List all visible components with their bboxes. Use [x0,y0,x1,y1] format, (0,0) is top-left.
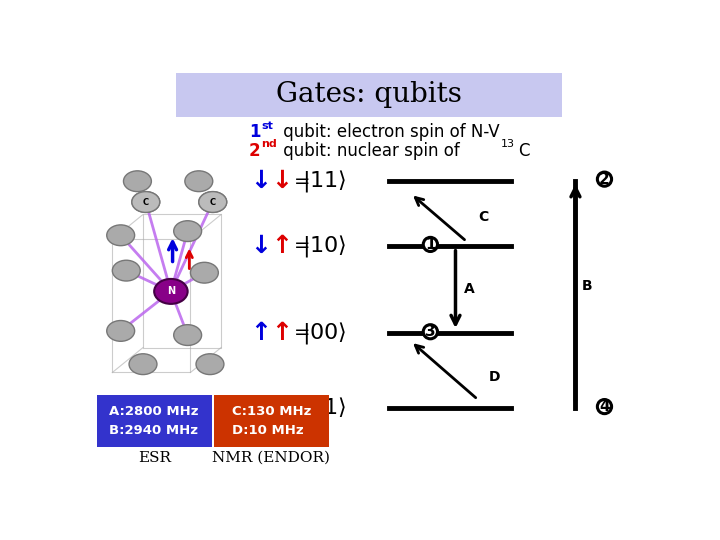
Text: A: A [464,282,474,296]
Text: C: C [478,210,488,224]
Text: D: D [489,370,500,383]
Text: 2: 2 [599,172,610,187]
Circle shape [174,221,202,241]
Text: A:2800 MHz
B:2940 MHz: A:2800 MHz B:2940 MHz [109,405,199,437]
Text: 4: 4 [599,399,610,414]
Text: st: st [261,120,273,131]
Ellipse shape [598,172,611,186]
Text: NMR (ENDOR): NMR (ENDOR) [212,451,330,465]
Circle shape [112,260,140,281]
Text: 13: 13 [501,139,516,149]
Text: ↑: ↑ [271,234,292,258]
Ellipse shape [423,325,438,339]
FancyBboxPatch shape [97,395,212,447]
Text: qubit: electron spin of N-V: qubit: electron spin of N-V [278,123,500,141]
FancyBboxPatch shape [176,73,562,117]
Text: =: = [294,399,310,417]
Text: ↑: ↑ [250,321,271,345]
Text: N: N [167,286,175,296]
Circle shape [199,192,227,212]
Text: ↓: ↓ [250,169,271,193]
FancyBboxPatch shape [215,395,329,447]
Text: $|10\rangle$: $|10\rangle$ [302,233,346,259]
Circle shape [124,171,151,192]
Text: ↓: ↓ [271,169,292,193]
Text: =: = [294,323,310,342]
Circle shape [196,354,224,375]
Text: $|11\rangle$: $|11\rangle$ [302,168,346,194]
Text: B: B [582,279,593,293]
Text: 1: 1 [249,123,261,141]
Circle shape [190,262,218,283]
Text: ↑: ↑ [271,321,292,345]
Text: =: = [294,236,310,255]
Text: qubit: nuclear spin of: qubit: nuclear spin of [278,142,465,160]
Text: nd: nd [261,139,277,149]
Circle shape [132,192,160,212]
Text: 3: 3 [425,324,436,339]
Text: $|01\rangle$: $|01\rangle$ [302,395,346,421]
Text: 1: 1 [425,237,436,252]
Text: C: C [143,198,149,206]
Circle shape [129,354,157,375]
Text: Gates: qubits: Gates: qubits [276,81,462,108]
Text: 2: 2 [249,142,261,160]
Ellipse shape [423,238,438,252]
Circle shape [199,192,227,212]
Text: ESR: ESR [138,451,171,465]
Circle shape [132,192,160,212]
Circle shape [154,279,188,304]
Text: ↓: ↓ [250,234,271,258]
Text: $|00\rangle$: $|00\rangle$ [302,320,346,346]
Circle shape [107,321,135,341]
Ellipse shape [598,400,611,414]
Text: ↓: ↓ [271,396,292,420]
Text: =: = [294,172,310,191]
Text: C: C [518,142,529,160]
Circle shape [107,225,135,246]
Text: ↑: ↑ [250,396,271,420]
Circle shape [174,325,202,346]
Text: C: C [210,198,216,206]
Circle shape [185,171,213,192]
Text: C:130 MHz
D:10 MHz: C:130 MHz D:10 MHz [232,405,311,437]
